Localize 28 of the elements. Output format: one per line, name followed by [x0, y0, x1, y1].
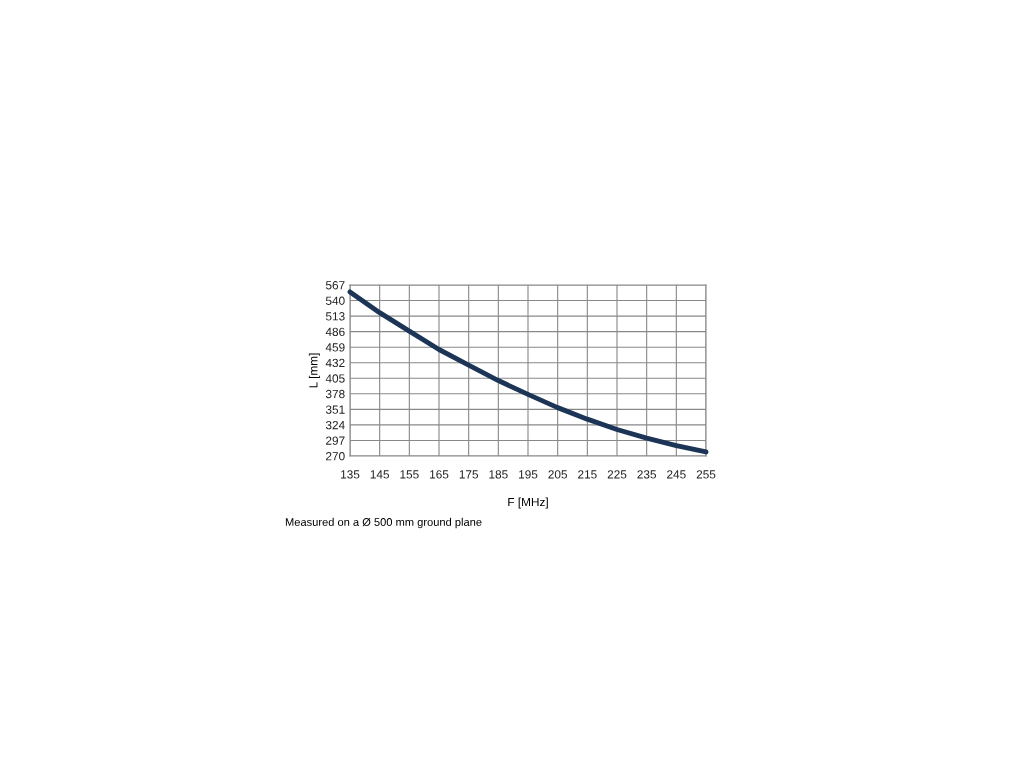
y-tick-label: 351: [325, 405, 345, 414]
x-tick-label: 155: [400, 470, 419, 479]
x-tick-label: 195: [519, 470, 538, 479]
x-tick-label: 175: [459, 470, 479, 479]
x-tick-label: 185: [489, 470, 508, 479]
x-tick-label: 165: [430, 470, 449, 479]
y-tick-label: 540: [325, 296, 345, 305]
x-tick-label: 235: [637, 470, 657, 479]
y-tick-label: 270: [326, 452, 345, 461]
x-tick-label: 215: [578, 470, 597, 479]
y-tick-label: 297: [326, 436, 345, 445]
y-tick-label: 324: [325, 420, 345, 430]
text: Measured on a Ø 500 mm ground plane: [285, 517, 482, 529]
x-tick-label: 255: [696, 470, 716, 479]
y-tick-label: 405: [325, 374, 345, 383]
x-tick-label: 225: [607, 470, 627, 479]
y-tick-label: 459: [325, 343, 345, 352]
y-tick-label: 513: [325, 312, 345, 321]
y-tick-label: 378: [325, 389, 345, 399]
x-tick-label: 145: [370, 470, 390, 479]
y-tick-label: 486: [325, 327, 345, 337]
x-tick-label: 135: [341, 470, 360, 479]
x-tick-label: 205: [548, 470, 568, 479]
x-axis-title: F [MHz]: [508, 497, 548, 509]
x-tick-label: 245: [667, 470, 686, 479]
y-axis-title: L [mm]: [308, 353, 320, 388]
y-tick-label: 432: [325, 358, 345, 368]
y-tick-label: 567: [325, 281, 345, 290]
